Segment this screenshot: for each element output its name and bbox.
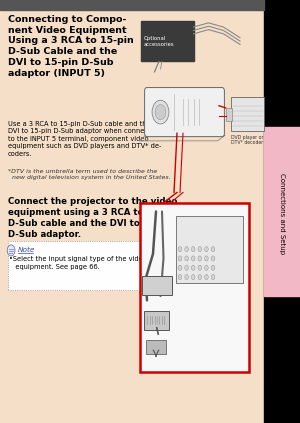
- Bar: [8, 241, 144, 290]
- Circle shape: [152, 100, 169, 124]
- Text: •Select the input signal type of the video
   equipment. See page 66.: •Select the input signal type of the vid…: [9, 256, 147, 269]
- Bar: [264, 127, 300, 296]
- Circle shape: [198, 275, 202, 280]
- Circle shape: [205, 275, 208, 280]
- FancyBboxPatch shape: [145, 88, 224, 137]
- Bar: [264, 0, 300, 423]
- Text: *DTV is the umbrella term used to describe the
  new digital television system i: *DTV is the umbrella term used to descri…: [8, 169, 170, 180]
- Circle shape: [178, 256, 182, 261]
- FancyBboxPatch shape: [146, 340, 166, 354]
- Circle shape: [185, 275, 188, 280]
- Circle shape: [178, 265, 182, 270]
- Circle shape: [185, 265, 188, 270]
- Text: Connecting to Compo-
nent Video Equipment
Using a 3 RCA to 15-pin
D-Sub Cable an: Connecting to Compo- nent Video Equipmen…: [8, 15, 133, 77]
- Text: Optional
accessories: Optional accessories: [143, 36, 174, 47]
- Circle shape: [191, 247, 195, 252]
- Circle shape: [211, 265, 215, 270]
- FancyBboxPatch shape: [142, 276, 172, 295]
- Circle shape: [198, 247, 202, 252]
- Circle shape: [211, 247, 215, 252]
- Circle shape: [198, 265, 202, 270]
- Bar: [0, 0, 264, 10]
- Text: Note: Note: [18, 247, 35, 253]
- Circle shape: [211, 256, 215, 261]
- Bar: [140, 203, 249, 372]
- Circle shape: [178, 275, 182, 280]
- Bar: [226, 108, 232, 121]
- FancyBboxPatch shape: [144, 311, 169, 330]
- Circle shape: [211, 275, 215, 280]
- Circle shape: [185, 256, 188, 261]
- Circle shape: [191, 256, 195, 261]
- Text: Connect the projector to the video
equipment using a 3 RCA to 15-pin
D-Sub cable: Connect the projector to the video equip…: [8, 197, 177, 239]
- Text: Use a 3 RCA to 15-pin D-Sub cable and the
DVI to 15-pin D-Sub adaptor when conne: Use a 3 RCA to 15-pin D-Sub cable and th…: [8, 121, 161, 157]
- Circle shape: [7, 245, 15, 256]
- Circle shape: [191, 275, 195, 280]
- Circle shape: [205, 256, 208, 261]
- Text: Connections and Setup: Connections and Setup: [279, 173, 285, 254]
- Circle shape: [191, 265, 195, 270]
- Text: DVD player or
DTV* decoder: DVD player or DTV* decoder: [231, 135, 264, 146]
- Circle shape: [178, 247, 182, 252]
- Circle shape: [198, 256, 202, 261]
- Bar: [141, 21, 194, 61]
- Bar: [176, 216, 243, 283]
- Circle shape: [185, 247, 188, 252]
- Circle shape: [155, 104, 166, 120]
- Circle shape: [205, 265, 208, 270]
- Circle shape: [205, 247, 208, 252]
- Bar: [231, 97, 264, 131]
